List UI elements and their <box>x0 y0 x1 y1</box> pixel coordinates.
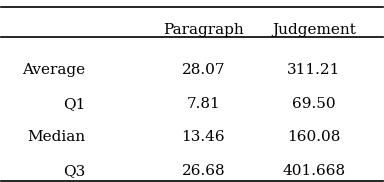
Text: 160.08: 160.08 <box>287 130 341 144</box>
Text: 13.46: 13.46 <box>182 130 225 144</box>
Text: Average: Average <box>22 63 85 77</box>
Text: Judgement: Judgement <box>272 23 356 37</box>
Text: 311.21: 311.21 <box>287 63 341 77</box>
Text: Q1: Q1 <box>63 97 85 111</box>
Text: Paragraph: Paragraph <box>163 23 244 37</box>
Text: Median: Median <box>27 130 85 144</box>
Text: 26.68: 26.68 <box>182 164 225 178</box>
Text: 7.81: 7.81 <box>187 97 220 111</box>
Text: 69.50: 69.50 <box>292 97 336 111</box>
Text: 28.07: 28.07 <box>182 63 225 77</box>
Text: Q3: Q3 <box>63 164 85 178</box>
Text: 401.668: 401.668 <box>282 164 346 178</box>
